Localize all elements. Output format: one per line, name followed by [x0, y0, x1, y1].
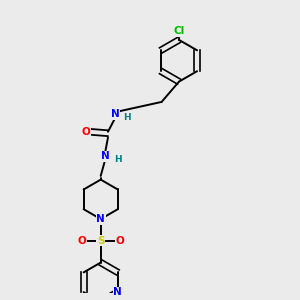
Text: O: O — [115, 236, 124, 246]
Text: N: N — [96, 214, 105, 224]
Text: H: H — [124, 113, 131, 122]
Text: N: N — [101, 152, 110, 161]
Text: O: O — [77, 236, 86, 246]
Text: N: N — [113, 287, 122, 297]
Text: Cl: Cl — [173, 26, 184, 36]
Text: S: S — [97, 236, 104, 246]
Text: N: N — [111, 110, 120, 119]
Text: H: H — [114, 155, 121, 164]
Text: O: O — [82, 127, 91, 137]
